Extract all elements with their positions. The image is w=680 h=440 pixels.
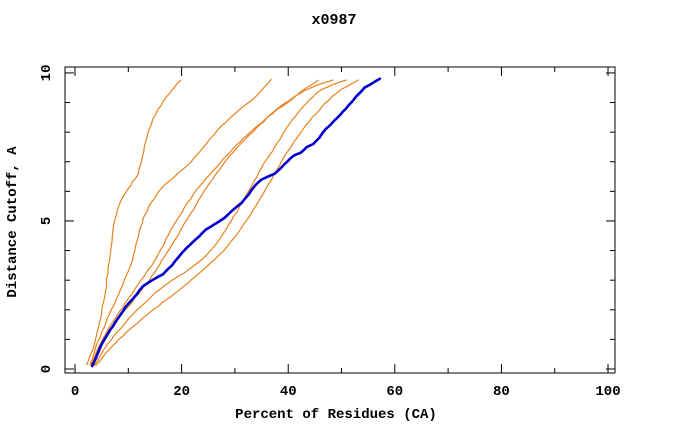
comparison-3-curve [90,79,319,366]
x-tick-label: 80 [493,384,510,400]
y-tick-label: 5 [39,217,55,225]
y-tick-label: 10 [39,65,55,82]
query-structure-curve [90,77,382,368]
x-tick-label: 0 [71,384,79,400]
tick-labels: 0 20 40 60 80 100 0 5 10 [39,65,621,400]
x-tick-label: 40 [280,384,297,400]
comparison-5-curve [93,79,347,366]
y-tick-label: 0 [39,365,55,373]
x-tick-label: 60 [386,384,403,400]
x-tick-label: 100 [595,384,620,400]
x-axis-title: Percent of Residues (CA) [235,407,437,423]
curve-series [86,77,382,368]
y-axis-title: Distance Cutoff, A [5,146,21,298]
axes-frame [64,66,616,374]
comparison-4-curve [92,79,334,366]
x-tick-label: 20 [173,384,190,400]
comparison-1-curve [86,79,182,366]
comparison-2-curve [89,78,272,366]
chart-title: x0987 [311,12,356,29]
comparison-6-curve [95,79,360,366]
plot-frame [64,66,616,374]
